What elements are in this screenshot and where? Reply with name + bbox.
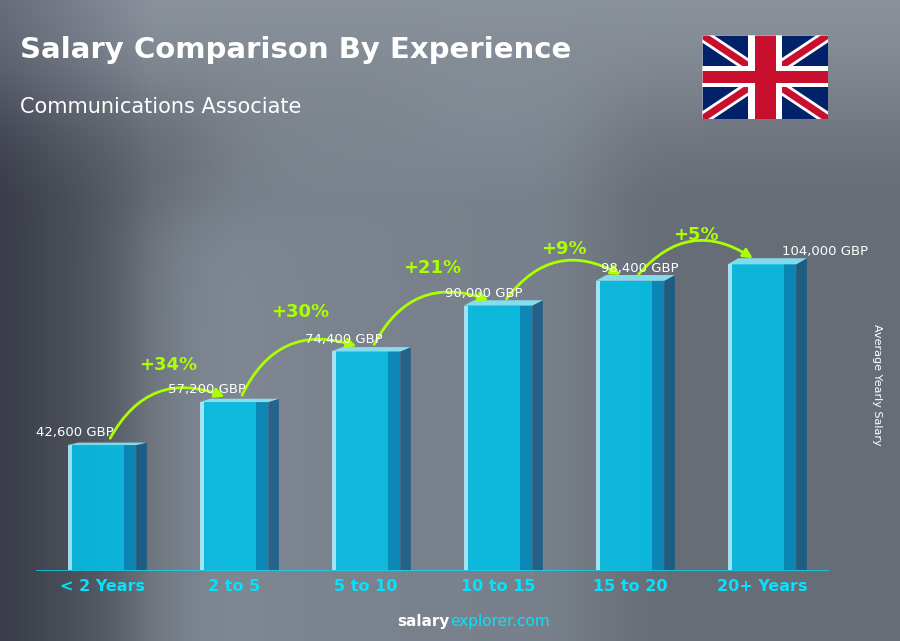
Bar [733,264,784,570]
Text: 104,000 GBP: 104,000 GBP [782,246,868,258]
Bar [332,351,337,570]
Text: explorer.com: explorer.com [450,614,550,629]
Polygon shape [136,442,147,570]
Polygon shape [400,347,411,570]
Polygon shape [68,442,147,445]
Polygon shape [464,300,543,306]
Polygon shape [332,347,411,351]
Bar [702,67,828,87]
Bar [256,402,268,570]
Bar [337,351,388,570]
Text: Communications Associate: Communications Associate [20,97,302,117]
Polygon shape [596,275,675,281]
Bar [784,264,796,570]
Bar [204,402,256,570]
Polygon shape [268,399,279,570]
Bar [520,306,532,570]
Text: salary: salary [398,614,450,629]
Bar [124,445,136,570]
Text: 42,600 GBP: 42,600 GBP [36,426,113,439]
Bar [464,306,469,570]
Bar [388,351,400,570]
Polygon shape [796,258,807,570]
Text: +5%: +5% [673,226,719,244]
Bar [600,281,652,570]
Text: +21%: +21% [403,259,461,277]
Text: 90,000 GBP: 90,000 GBP [446,287,523,299]
Polygon shape [664,275,675,570]
Text: Salary Comparison By Experience: Salary Comparison By Experience [20,36,572,64]
Bar [68,445,73,570]
Text: +9%: +9% [541,240,587,258]
Text: 74,400 GBP: 74,400 GBP [305,333,383,345]
Bar [200,402,204,570]
Polygon shape [532,300,543,570]
Bar [702,71,828,83]
Text: 57,200 GBP: 57,200 GBP [168,383,246,396]
Bar [596,281,600,570]
Bar [728,264,733,570]
Polygon shape [728,258,807,264]
Bar [754,35,776,119]
Bar [73,445,124,570]
Bar [469,306,520,570]
Text: 98,400 GBP: 98,400 GBP [601,262,679,275]
Text: Average Yearly Salary: Average Yearly Salary [872,324,883,445]
Polygon shape [200,399,279,402]
Text: +30%: +30% [271,303,329,321]
Text: +34%: +34% [139,356,197,374]
Bar [652,281,664,570]
Bar [748,35,782,119]
